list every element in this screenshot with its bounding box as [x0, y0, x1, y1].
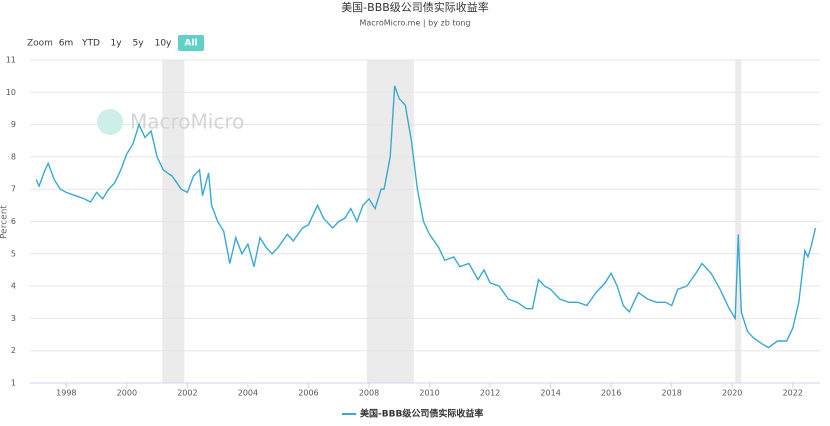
x-tick-label: 2000 [117, 389, 137, 398]
x-tick-label: 1998 [56, 389, 76, 398]
zoom-button-bg[interactable] [78, 35, 104, 51]
zoom-button-bg[interactable] [178, 35, 204, 51]
zoom-button-label[interactable]: YTD [81, 39, 100, 49]
zoom-button[interactable]: 6m [56, 35, 76, 51]
zoom-button[interactable]: 1y [106, 35, 126, 51]
x-tick-label: 2018 [662, 389, 682, 398]
chart-subtitle: MacroMicro.me | by zb tong [360, 19, 471, 28]
y-tick-label: 7 [11, 185, 16, 194]
y-tick-label: 1 [11, 379, 16, 388]
zoom-button[interactable]: All [178, 35, 204, 51]
zoom-button-label[interactable]: 1y [110, 39, 122, 49]
y-tick-label: 2 [11, 346, 16, 355]
zoom-button[interactable]: 5y [128, 35, 148, 51]
y-axis-label: Percent [0, 205, 10, 239]
y-tick-label: 10 [6, 88, 16, 97]
zoom-button-bg[interactable] [106, 35, 126, 51]
x-tick-label: 2022 [783, 389, 803, 398]
zoom-button-bg[interactable] [150, 35, 176, 51]
y-tick-label: 6 [11, 217, 16, 226]
zoom-button-label[interactable]: All [184, 39, 197, 49]
y-tick-label: 4 [11, 282, 16, 291]
y-tick-label: 11 [6, 56, 16, 65]
watermark: MacroMicro [130, 110, 244, 134]
zoom-button[interactable]: YTD [78, 35, 104, 51]
zoom-button[interactable]: 10y [150, 35, 176, 51]
x-tick-label: 2016 [601, 389, 621, 398]
x-tick-label: 2004 [238, 389, 258, 398]
chart-title: 美国-BBB级公司债实际收益率 [341, 0, 489, 14]
zoom-button-bg[interactable] [128, 35, 148, 51]
x-tick-label: 2006 [298, 389, 318, 398]
y-tick-label: 8 [11, 152, 16, 161]
x-tick-label: 2008 [359, 389, 379, 398]
zoom-label: Zoom [27, 39, 53, 49]
zoom-button-bg[interactable] [56, 35, 76, 51]
watermark-logo [97, 109, 123, 135]
x-tick-label: 2012 [480, 389, 500, 398]
legend-label: 美国-BBB级公司债实际收益率 [360, 408, 483, 420]
x-tick-label: 2002 [177, 389, 197, 398]
x-tick-label: 2010 [419, 389, 439, 398]
y-tick-label: 3 [11, 314, 16, 323]
line [35, 85, 817, 349]
zoom-button-label[interactable]: 10y [155, 39, 172, 49]
y-tick-label: 9 [11, 120, 16, 129]
zoom-button-label[interactable]: 5y [132, 39, 144, 49]
x-tick-label: 2020 [722, 389, 742, 398]
y-tick-label: 5 [11, 249, 16, 258]
x-tick-label: 2014 [540, 389, 560, 398]
zoom-button-label[interactable]: 6m [59, 39, 74, 49]
